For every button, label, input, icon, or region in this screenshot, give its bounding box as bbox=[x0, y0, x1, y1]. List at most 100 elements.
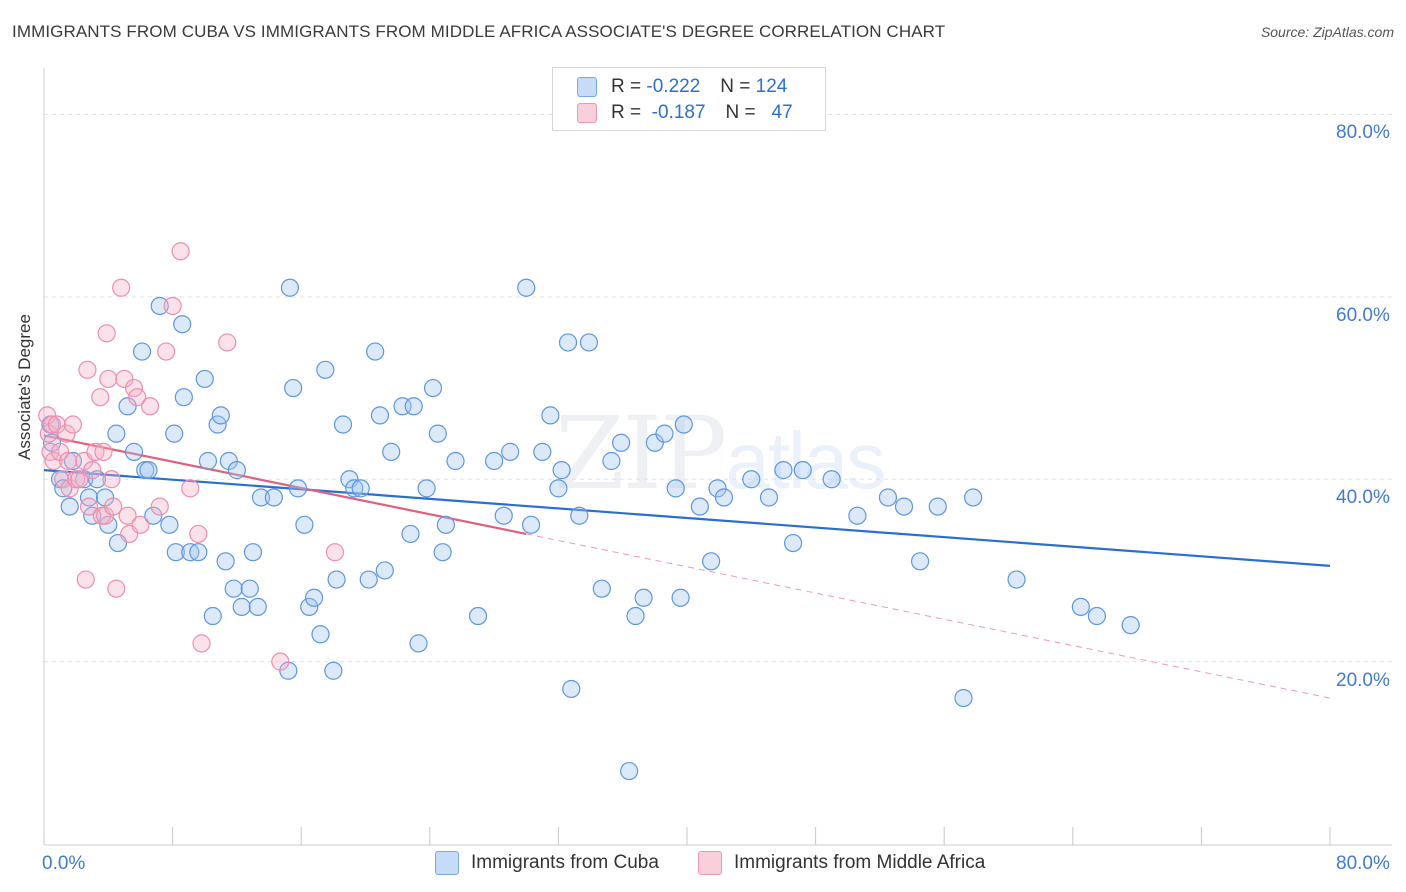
point-cuba bbox=[541, 406, 560, 425]
point-cuba bbox=[645, 433, 664, 452]
legend-row-cuba: R = -0.222 N = 124 bbox=[577, 75, 787, 99]
grid-lines bbox=[44, 113, 1392, 663]
series-swatch-middle-africa bbox=[698, 851, 722, 875]
legend-r-value-middle-africa: -0.187 bbox=[651, 102, 706, 123]
point-cuba bbox=[216, 552, 235, 571]
correlation-legend: R = -0.222 N = 124 R = -0.187 N = 47 bbox=[552, 67, 826, 131]
point-cuba bbox=[671, 588, 690, 607]
series-legend: Immigrants from Cuba Immigrants from Mid… bbox=[0, 851, 1406, 877]
point-cuba bbox=[224, 579, 243, 598]
point-cuba bbox=[366, 342, 385, 361]
point-cuba bbox=[404, 397, 423, 416]
x-tick-label-max: 80.0% bbox=[1336, 853, 1390, 874]
legend-r-label: R = bbox=[611, 76, 642, 97]
legend-r-label: R = bbox=[611, 102, 642, 123]
point-cuba bbox=[195, 369, 214, 389]
point-cuba bbox=[150, 296, 169, 316]
legend-r-value-cuba: -0.222 bbox=[646, 76, 701, 97]
point-middle-africa bbox=[157, 342, 176, 361]
point-cuba bbox=[417, 479, 436, 498]
watermark: ZIPatlas bbox=[555, 395, 886, 512]
point-middle-africa bbox=[38, 406, 57, 425]
point-middle-africa bbox=[99, 369, 118, 389]
point-cuba bbox=[446, 451, 465, 471]
trend-line-cuba bbox=[43, 469, 1331, 567]
point-cuba bbox=[300, 597, 319, 617]
point-middle-africa bbox=[76, 570, 95, 589]
legend-n-value-middle-africa: 47 bbox=[771, 102, 793, 123]
point-cuba bbox=[203, 606, 222, 626]
point-cuba bbox=[160, 515, 179, 534]
point-cuba bbox=[436, 515, 455, 534]
point-cuba bbox=[964, 488, 983, 507]
watermark-zip: ZIP bbox=[555, 395, 727, 512]
point-cuba bbox=[783, 533, 803, 553]
watermark-atlas: atlas bbox=[725, 416, 886, 505]
point-cuba bbox=[87, 470, 107, 489]
x-tick-label-min: 0.0% bbox=[42, 853, 86, 874]
point-cuba bbox=[166, 543, 185, 562]
point-cuba bbox=[264, 488, 283, 507]
point-cuba bbox=[570, 506, 589, 525]
point-cuba bbox=[240, 579, 259, 598]
point-cuba bbox=[1007, 570, 1026, 589]
point-cuba bbox=[132, 342, 152, 361]
y-axis-label: Associate's Degree bbox=[15, 314, 34, 460]
point-cuba bbox=[533, 442, 552, 461]
point-middle-africa bbox=[57, 424, 76, 443]
point-cuba bbox=[139, 461, 158, 480]
point-cuba bbox=[611, 433, 631, 452]
point-cuba bbox=[345, 479, 364, 498]
point-cuba bbox=[324, 661, 343, 680]
point-cuba bbox=[626, 606, 645, 626]
point-middle-africa bbox=[115, 369, 134, 389]
point-cuba bbox=[288, 479, 308, 498]
point-middle-africa bbox=[218, 333, 237, 352]
point-cuba bbox=[954, 688, 973, 708]
series-label-middle-africa: Immigrants from Middle Africa bbox=[734, 852, 986, 873]
point-middle-africa bbox=[140, 397, 160, 416]
point-cuba bbox=[118, 397, 137, 416]
point-cuba bbox=[894, 497, 914, 516]
point-cuba bbox=[423, 378, 443, 398]
point-cuba bbox=[327, 570, 346, 589]
point-middle-africa bbox=[54, 470, 73, 489]
legend-row-middle-africa: R = -0.187 N = 47 bbox=[577, 101, 793, 125]
point-cuba bbox=[910, 552, 930, 571]
point-cuba bbox=[248, 597, 267, 617]
point-cuba bbox=[284, 378, 303, 398]
point-cuba bbox=[494, 506, 513, 525]
point-cuba bbox=[793, 461, 812, 480]
point-cuba bbox=[878, 488, 898, 507]
point-cuba bbox=[655, 424, 674, 443]
legend-n-value-cuba: 124 bbox=[755, 76, 788, 97]
point-middle-africa bbox=[104, 497, 123, 516]
point-cuba bbox=[592, 579, 611, 598]
point-cuba bbox=[311, 625, 330, 644]
point-cuba bbox=[304, 588, 324, 607]
point-cuba bbox=[759, 488, 779, 507]
point-cuba bbox=[227, 461, 246, 480]
point-cuba bbox=[428, 424, 447, 443]
point-cuba bbox=[602, 451, 621, 471]
point-cuba bbox=[382, 442, 401, 461]
point-middle-africa bbox=[78, 360, 97, 379]
point-cuba bbox=[107, 424, 126, 443]
point-cuba bbox=[928, 497, 947, 516]
point-cuba bbox=[144, 506, 163, 525]
point-cuba bbox=[702, 552, 721, 571]
point-middle-africa bbox=[325, 543, 345, 562]
series-swatch-cuba bbox=[435, 851, 459, 875]
legend-n-label: N = bbox=[725, 102, 756, 123]
point-middle-africa bbox=[192, 634, 211, 653]
point-cuba bbox=[295, 515, 314, 534]
point-cuba bbox=[316, 360, 335, 379]
point-middle-africa bbox=[107, 579, 126, 598]
legend-n-label: N = bbox=[720, 76, 751, 97]
point-middle-africa bbox=[83, 461, 102, 480]
legend-swatch-cuba bbox=[577, 77, 597, 97]
y-tick-label: 80.0% bbox=[1336, 122, 1390, 144]
point-cuba bbox=[517, 278, 536, 297]
point-cuba bbox=[433, 543, 452, 562]
point-middle-africa bbox=[94, 442, 113, 461]
